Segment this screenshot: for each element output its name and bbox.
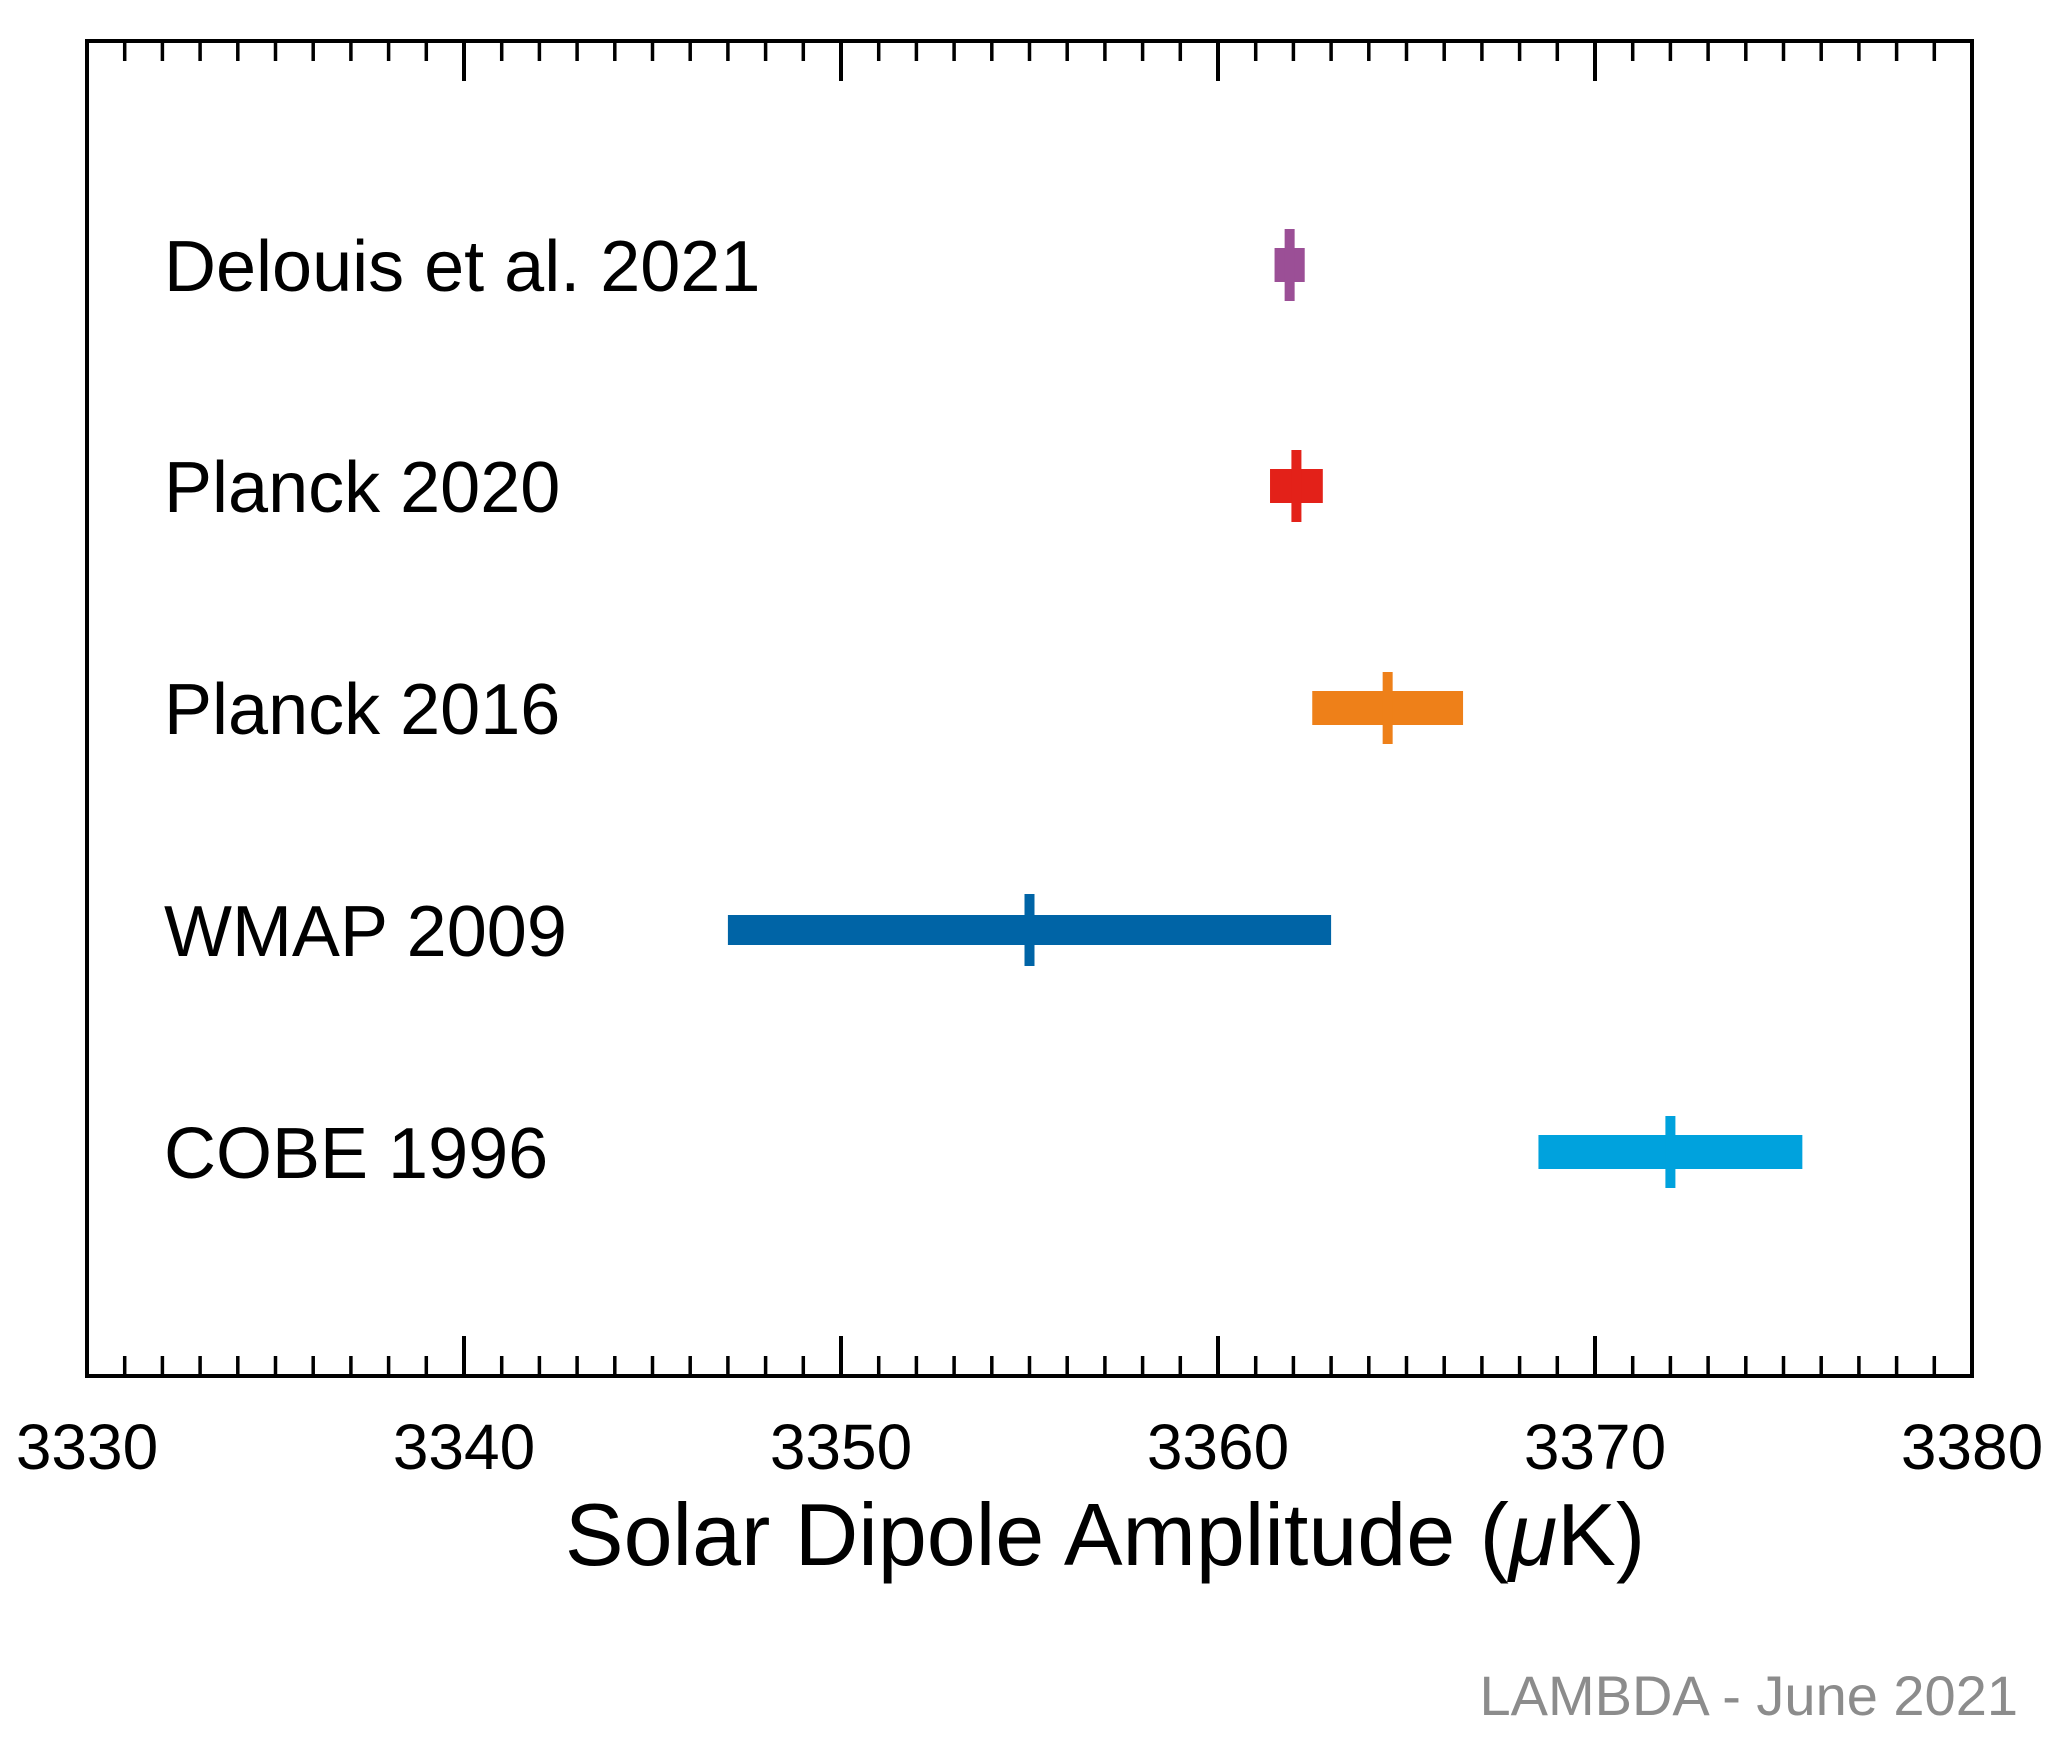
x-axis-title-prefix: Solar Dipole Amplitude ( bbox=[565, 1485, 1509, 1584]
x-axis-title-unit-symbol: μ bbox=[1507, 1485, 1557, 1584]
x-tick-label: 3340 bbox=[393, 1411, 535, 1483]
x-tick-label: 3360 bbox=[1147, 1411, 1289, 1483]
value-marker bbox=[1291, 450, 1302, 522]
measurement-row: COBE 1996 bbox=[164, 1114, 1803, 1194]
value-marker bbox=[1382, 672, 1393, 744]
measurement-row: Delouis et al. 2021 bbox=[164, 227, 1305, 307]
x-tick-label: 3350 bbox=[770, 1411, 912, 1483]
measurement-row: Planck 2020 bbox=[164, 448, 1323, 528]
value-marker bbox=[1284, 229, 1295, 301]
x-axis-title: Solar Dipole Amplitude (μK) bbox=[565, 1485, 1645, 1584]
row-label: WMAP 2009 bbox=[164, 892, 567, 972]
axis-ticks bbox=[122, 41, 1937, 1376]
credit-text: LAMBDA - June 2021 bbox=[1479, 1664, 2018, 1727]
x-tick-label: 3370 bbox=[1524, 1411, 1666, 1483]
x-tick-label: 3330 bbox=[16, 1411, 158, 1483]
row-label: Planck 2020 bbox=[164, 448, 560, 528]
row-label: COBE 1996 bbox=[164, 1114, 548, 1194]
measurement-row: Planck 2016 bbox=[164, 670, 1464, 750]
x-tick-labels: 3330 3340 3350 3360 3370 3380 bbox=[16, 1411, 2043, 1483]
row-label: Delouis et al. 2021 bbox=[164, 227, 760, 307]
measurement-rows: Delouis et al. 2021 Planck 2020 Planck 201… bbox=[164, 227, 1803, 1194]
row-label: Planck 2016 bbox=[164, 670, 560, 750]
x-tick-label: 3380 bbox=[1901, 1411, 2043, 1483]
x-axis-title-suffix: K) bbox=[1557, 1485, 1645, 1584]
measurement-row: WMAP 2009 bbox=[164, 892, 1332, 972]
value-marker bbox=[1024, 894, 1035, 966]
value-marker bbox=[1665, 1116, 1676, 1188]
